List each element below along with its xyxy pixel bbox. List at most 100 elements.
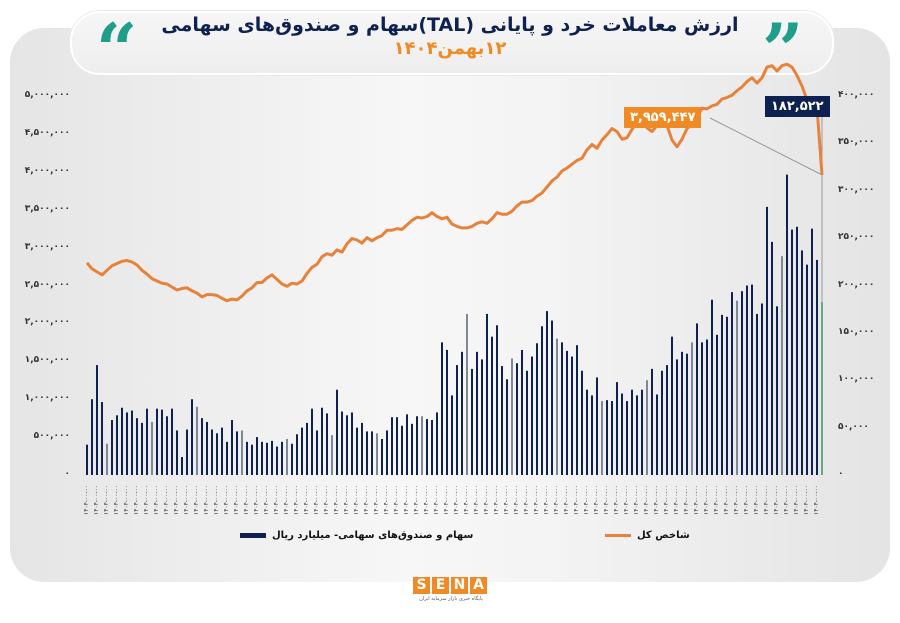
bar <box>776 306 778 475</box>
bar <box>281 441 283 475</box>
x-axis-label: ۱۴۰۴-۰۰-۰۰ <box>303 484 310 515</box>
bar <box>206 421 208 475</box>
bar <box>571 356 573 475</box>
bar <box>646 380 648 475</box>
x-axis-label: ۱۴۰۴-۰۰-۰۰ <box>453 484 460 515</box>
right-axis-tick: ۱۵۰,۰۰۰ <box>838 326 875 337</box>
bar <box>761 303 763 475</box>
bar <box>241 430 243 475</box>
bar <box>326 413 328 475</box>
bar <box>781 256 783 475</box>
bar <box>601 401 603 475</box>
bar <box>671 336 673 475</box>
logo-letter: N <box>451 577 468 594</box>
x-axis-label: ۱۴۰۴-۰۰-۰۰ <box>523 484 530 515</box>
x-axis-label: ۱۴۰۴-۰۰-۰۰ <box>603 484 610 515</box>
bar <box>406 414 408 475</box>
x-axis-label: ۱۴۰۴-۰۰-۰۰ <box>283 484 290 515</box>
x-axis-label: ۱۴۰۴-۰۰-۰۰ <box>543 484 550 515</box>
bar <box>376 433 378 475</box>
right-axis-tick: ۴۰۰,۰۰۰ <box>838 90 875 100</box>
x-axis-label: ۱۴۰۴-۰۰-۰۰ <box>813 484 820 515</box>
x-axis-label: ۱۴۰۴-۰۰-۰۰ <box>293 484 300 515</box>
bar <box>346 415 348 475</box>
bar <box>226 441 228 475</box>
x-axis-label: ۱۴۰۴-۰۰-۰۰ <box>593 484 600 515</box>
bar-last-value-callout: ۱۸۲,۵۲۲ <box>765 96 830 117</box>
bar <box>606 400 608 475</box>
bar <box>691 342 693 475</box>
bar <box>131 410 133 475</box>
x-axis-label: ۱۴۰۴-۰۰-۰۰ <box>643 484 650 515</box>
bar <box>201 418 203 475</box>
bar <box>521 349 523 475</box>
x-axis-label: ۱۴۰۴-۰۰-۰۰ <box>273 484 280 515</box>
bar <box>576 345 578 475</box>
bar <box>731 292 733 475</box>
bar <box>371 431 373 475</box>
bar <box>466 313 468 475</box>
left-axis-tick: ۴,۵۰۰,۰۰۰ <box>24 127 70 138</box>
x-axis-label: ۱۴۰۴-۰۰-۰۰ <box>363 484 370 515</box>
right-axis-tick: ۲۵۰,۰۰۰ <box>838 232 875 243</box>
x-axis-label: ۱۴۰۴-۰۰-۰۰ <box>253 484 260 515</box>
left-axis-tick: ۲,۰۰۰,۰۰۰ <box>24 317 70 328</box>
bar <box>196 406 198 475</box>
bar <box>721 314 723 475</box>
x-axis-label: ۱۴۰۴-۰۰-۰۰ <box>423 484 430 515</box>
x-axis-label: ۱۴۰۴-۰۰-۰۰ <box>533 484 540 515</box>
bar <box>301 427 303 475</box>
bar <box>191 399 193 475</box>
x-axis-label: ۱۴۰۴-۰۰-۰۰ <box>713 484 720 515</box>
x-axis-label: ۱۴۰۴-۰۰-۰۰ <box>333 484 340 515</box>
bar <box>681 351 683 475</box>
bar <box>656 394 658 475</box>
bar <box>806 264 808 475</box>
bar <box>116 415 118 475</box>
x-axis-label: ۱۴۰۴-۰۰-۰۰ <box>263 484 270 515</box>
x-axis-label: ۱۴۰۴-۰۰-۰۰ <box>803 484 810 515</box>
bar <box>471 368 473 475</box>
bar <box>366 431 368 475</box>
legend-bars-swatch <box>240 533 266 538</box>
x-axis-label: ۱۴۰۴-۰۰-۰۰ <box>83 484 90 515</box>
bar <box>496 325 498 475</box>
x-axis-label: ۱۴۰۴-۰۰-۰۰ <box>773 484 780 515</box>
bar <box>401 425 403 475</box>
bar <box>726 316 728 475</box>
left-axis-tick: ۵,۰۰۰,۰۰۰ <box>24 90 70 100</box>
bar <box>236 431 238 475</box>
bar <box>106 443 108 475</box>
bar <box>621 393 623 475</box>
bar <box>551 320 553 475</box>
bar <box>676 359 678 475</box>
x-axis-label: ۱۴۰۴-۰۰-۰۰ <box>503 484 510 515</box>
bar <box>701 342 703 475</box>
x-axis-label: ۱۴۰۴-۰۰-۰۰ <box>373 484 380 515</box>
x-axis-label: ۱۴۰۴-۰۰-۰۰ <box>113 484 120 515</box>
bar <box>536 343 538 475</box>
x-axis-label: ۱۴۰۴-۰۰-۰۰ <box>673 484 680 515</box>
x-axis-label: ۱۴۰۴-۰۰-۰۰ <box>313 484 320 515</box>
x-axis-label: ۱۴۰۴-۰۰-۰۰ <box>173 484 180 515</box>
bar <box>746 285 748 475</box>
bar <box>286 438 288 475</box>
x-axis-label: ۱۴۰۴-۰۰-۰۰ <box>353 484 360 515</box>
x-axis-label: ۱۴۰۴-۰۰-۰۰ <box>703 484 710 515</box>
left-axis-tick: ۴,۰۰۰,۰۰۰ <box>24 165 70 176</box>
x-axis-label: ۱۴۰۴-۰۰-۰۰ <box>193 484 200 515</box>
bar <box>651 368 653 475</box>
bar <box>716 334 718 475</box>
x-axis-label: ۱۴۰۴-۰۰-۰۰ <box>613 484 620 515</box>
bar <box>451 395 453 475</box>
bar <box>516 363 518 475</box>
bar <box>251 444 253 475</box>
bar <box>276 446 278 475</box>
x-axis-label: ۱۴۰۴-۰۰-۰۰ <box>163 484 170 515</box>
bar <box>181 456 183 475</box>
x-axis-label: ۱۴۰۴-۰۰-۰۰ <box>403 484 410 515</box>
quote-open-icon: “ <box>96 7 138 92</box>
bar <box>361 422 363 475</box>
bar <box>526 370 528 475</box>
bar <box>246 441 248 475</box>
